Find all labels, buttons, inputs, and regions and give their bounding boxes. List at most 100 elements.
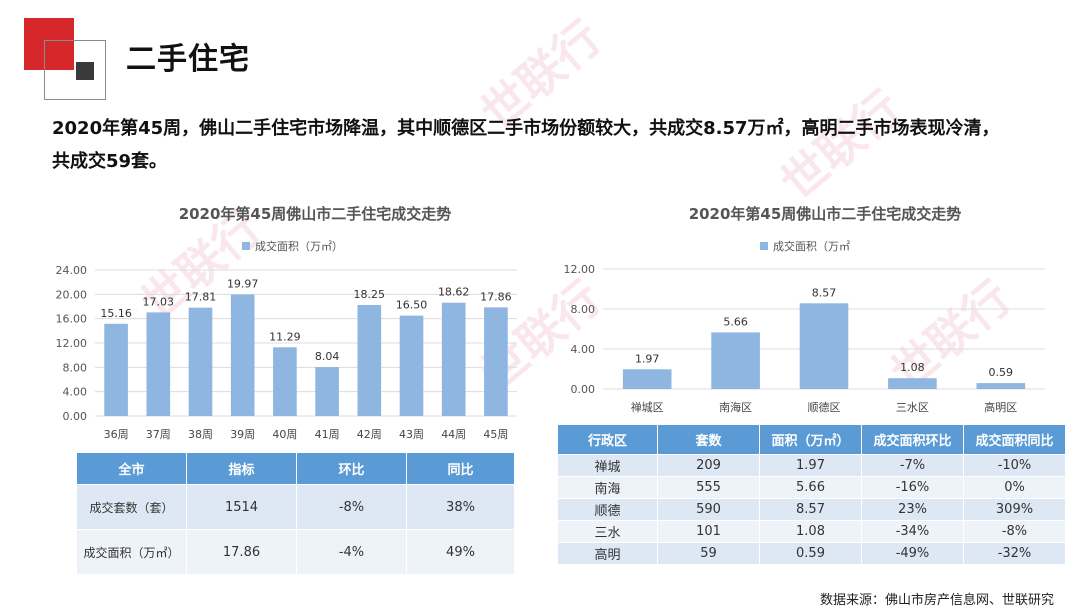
summary-text: 2020年第45周，佛山二手住宅市场降温，其中顺德区二手市场份额较大，共成交8.… — [52, 112, 1052, 178]
table-cell: -34% — [861, 520, 964, 543]
y-tick-label: 8.00 — [571, 303, 596, 316]
y-tick-label: 16.00 — [56, 313, 88, 326]
y-tick-label: 12.00 — [564, 263, 596, 276]
y-tick-label: 0.00 — [63, 410, 88, 423]
data-label: 0.59 — [989, 366, 1014, 379]
table-header-cell: 环比 — [296, 452, 407, 485]
bar — [146, 312, 171, 416]
data-label: 1.97 — [635, 352, 660, 365]
x-tick-label: 南海区 — [719, 400, 752, 414]
data-label: 16.50 — [396, 299, 428, 312]
x-tick-label: 45周 — [483, 428, 508, 441]
table-cell: 0% — [963, 476, 1066, 499]
table-row: 成交面积（万㎡） 17.86 -4% 49% — [76, 529, 515, 575]
table-header-cell: 指标 — [186, 452, 297, 485]
table-cell: 5.66 — [759, 476, 862, 499]
bar — [484, 307, 508, 416]
data-source-note: 数据来源：佛山市房产信息网、世联研究 — [819, 593, 1054, 608]
bar — [357, 304, 382, 416]
left-bar-chart: 0.00 4.00 8.00 12.00 16.00 20.00 24.00 15.16 36周… — [56, 264, 517, 441]
table-cell: 1.97 — [759, 454, 862, 477]
right-bar-chart: 0.00 4.00 8.00 12.00 1.97 禅城区 5.66 南海区 8.57 顺德区 1.… — [564, 263, 1045, 414]
x-tick-label: 37周 — [146, 428, 171, 441]
x-tick-label: 禅城区 — [631, 400, 664, 414]
table-cell: 17.86 — [186, 529, 297, 575]
table-row: 三水 101 1.08 -34% -8% — [557, 520, 1066, 543]
data-label: 18.62 — [438, 286, 470, 299]
table-cell: 555 — [657, 476, 760, 499]
table-cell: 8.57 — [759, 498, 862, 521]
header-decoration-dark-square — [76, 62, 94, 80]
table-row: 南海 555 5.66 -16% 0% — [557, 476, 1066, 499]
y-tick-label: 12.00 — [56, 337, 88, 350]
data-label: 5.66 — [723, 315, 748, 328]
district-table: 行政区 套数 面积（万㎡） 成交面积环比 成交面积同比 禅城 209 1.97 … — [557, 424, 1066, 565]
y-tick-label: 4.00 — [63, 386, 88, 399]
y-tick-label: 20.00 — [56, 288, 88, 301]
table-cell: -16% — [861, 476, 964, 499]
x-tick-label: 40周 — [272, 428, 297, 441]
table-cell: 309% — [963, 498, 1066, 521]
x-tick-label: 36周 — [104, 428, 129, 441]
data-label: 19.97 — [227, 278, 259, 291]
x-tick-label: 39周 — [230, 428, 255, 441]
data-label: 18.25 — [354, 288, 386, 301]
table-cell: 101 — [657, 520, 760, 543]
table-cell: 成交套数（套） — [76, 484, 187, 530]
y-tick-label: 24.00 — [56, 264, 88, 277]
bar — [315, 367, 339, 416]
table-cell: -49% — [861, 542, 964, 565]
x-tick-label: 42周 — [357, 428, 382, 441]
data-label: 17.86 — [480, 290, 512, 303]
table-cell: 49% — [406, 529, 515, 575]
y-tick-label: 8.00 — [63, 361, 88, 374]
data-label: 1.08 — [900, 361, 925, 374]
table-cell: -10% — [963, 454, 1066, 477]
data-label: 8.57 — [812, 286, 837, 299]
table-header-cell: 面积（万㎡） — [759, 424, 862, 455]
x-tick-label: 38周 — [188, 428, 213, 441]
summary-line-1: 2020年第45周，佛山二手住宅市场降温，其中顺德区二手市场份额较大，共成交8.… — [52, 118, 1000, 139]
table-header-cell: 同比 — [406, 452, 515, 485]
x-tick-label: 41周 — [315, 428, 340, 441]
summary-line-2: 共成交59套。 — [52, 151, 168, 172]
bar — [888, 378, 937, 389]
bar — [399, 315, 424, 416]
data-label: 17.03 — [143, 295, 175, 308]
table-cell: 59 — [657, 542, 760, 565]
table-row: 禅城 209 1.97 -7% -10% — [557, 454, 1066, 477]
header-decoration-red-square — [24, 18, 74, 70]
table-cell: 0.59 — [759, 542, 862, 565]
bar — [188, 307, 213, 416]
table-cell: 南海 — [557, 476, 658, 499]
table-cell: -8% — [963, 520, 1066, 543]
table-row: 高明 59 0.59 -49% -32% — [557, 542, 1066, 565]
table-cell: 590 — [657, 498, 760, 521]
table-cell: 1514 — [186, 484, 297, 530]
table-row: 顺德 590 8.57 23% 309% — [557, 498, 1066, 521]
table-cell: 三水 — [557, 520, 658, 543]
table-header-row: 全市 指标 环比 同比 — [76, 452, 515, 485]
bar — [273, 347, 297, 416]
table-cell: 顺德 — [557, 498, 658, 521]
table-cell: -32% — [963, 542, 1066, 565]
table-header-row: 行政区 套数 面积（万㎡） 成交面积环比 成交面积同比 — [557, 424, 1066, 455]
table-cell: 1.08 — [759, 520, 862, 543]
x-tick-label: 43周 — [399, 428, 424, 441]
table-header-cell: 行政区 — [557, 424, 658, 455]
bar — [622, 369, 672, 389]
data-label: 17.81 — [185, 291, 217, 304]
legend-swatch — [760, 242, 768, 250]
table-cell: 209 — [657, 454, 760, 477]
x-tick-label: 三水区 — [896, 401, 929, 414]
data-label: 11.29 — [269, 330, 301, 343]
table-cell: -8% — [296, 484, 407, 530]
table-header-cell: 成交面积同比 — [963, 424, 1066, 455]
legend-label: 成交面积（万㎡ — [773, 240, 850, 253]
table-cell: -7% — [861, 454, 964, 477]
left-chart-title: 2020年第45周佛山市二手住宅成交走势 — [178, 205, 452, 223]
table-cell: 38% — [406, 484, 515, 530]
table-cell: 23% — [861, 498, 964, 521]
bar — [230, 294, 255, 416]
y-tick-label: 4.00 — [571, 343, 596, 356]
